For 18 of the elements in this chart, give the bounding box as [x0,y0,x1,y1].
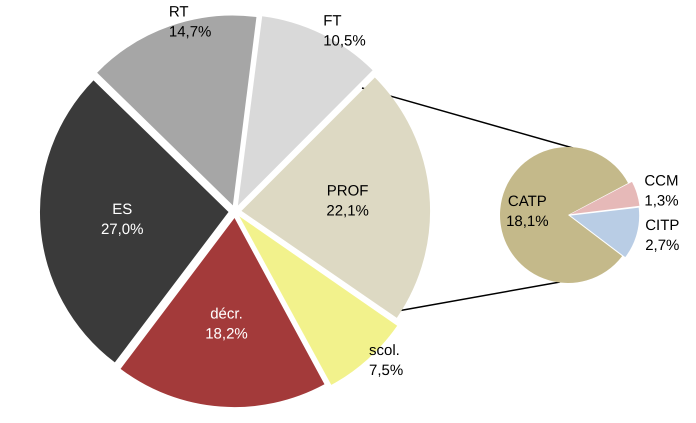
data-label: 2,7% [645,237,680,254]
data-label: 18,2% [205,325,248,342]
slice-label: PROF [326,182,368,200]
slice-label: RT [168,3,189,20]
slice-label: ES [112,201,132,218]
slice-label: scol. [369,342,400,359]
data-label: 1,3% [644,192,679,210]
data-label: 27,0% [100,221,144,238]
data-label: 7,5% [369,362,404,379]
data-label: 22,1% [326,202,369,220]
slice-label: CATP [508,192,547,210]
slice-label: CCM [644,172,679,190]
data-label: 14,7% [168,23,212,40]
slice-label: FT [323,12,342,30]
slice-label: CITP [645,217,680,234]
slice-label: décr. [210,305,243,322]
data-label: 10,5% [323,32,366,50]
data-label: 18,1% [506,212,549,230]
